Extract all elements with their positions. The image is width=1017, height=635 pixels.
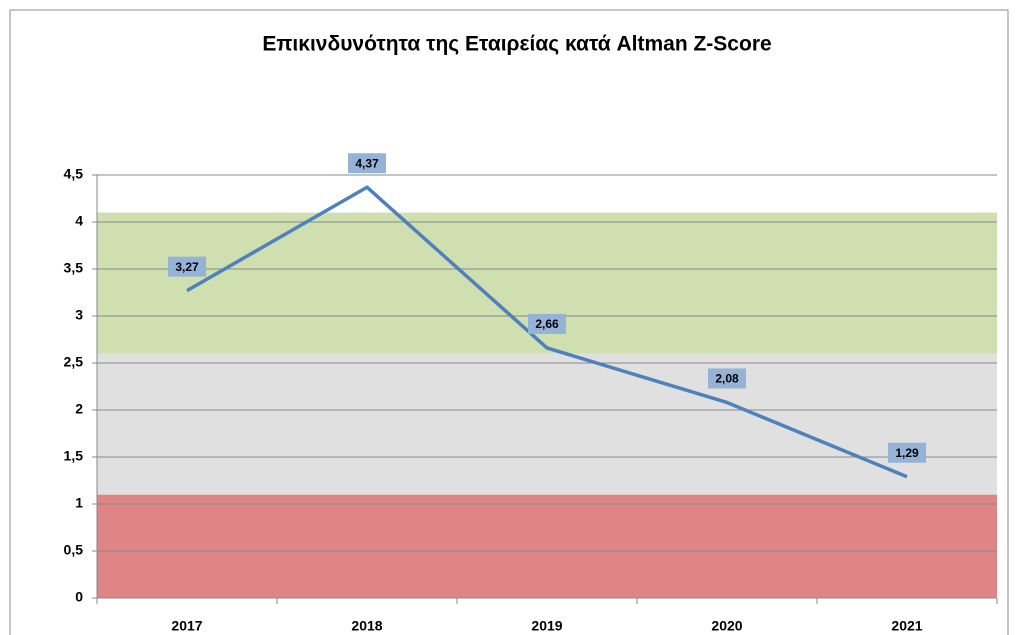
y-tick-label: 1,5 [64, 448, 84, 464]
value-label-box [708, 368, 746, 389]
x-tick-label: 2020 [711, 618, 742, 634]
y-tick-label: 0,5 [64, 542, 84, 558]
value-label: 4,37 [355, 156, 379, 170]
x-tick-label: 2017 [171, 618, 202, 634]
value-label: 1,29 [895, 446, 919, 460]
y-tick-label: 4 [75, 213, 83, 229]
y-tick-label: 3,5 [64, 260, 84, 276]
x-tick-label: 2018 [351, 618, 382, 634]
value-label: 3,27 [175, 260, 199, 274]
x-tick-label: 2019 [531, 618, 562, 634]
value-label-box [348, 153, 386, 174]
y-tick-label: 4,5 [64, 166, 84, 182]
value-label-box [528, 313, 566, 334]
y-tick-label: 1 [75, 495, 83, 511]
x-tick-label: 2021 [891, 618, 922, 634]
value-label-box [168, 256, 206, 277]
chart-title: Επικινδυνότητα της Εταιρείας κατά Altman… [262, 33, 771, 56]
band [97, 353, 997, 495]
band [97, 494, 997, 598]
value-label: 2,08 [715, 372, 739, 386]
y-tick-label: 0 [75, 589, 83, 605]
y-tick-label: 3 [75, 307, 83, 323]
line [186, 185, 908, 479]
value-label-box [888, 442, 926, 463]
y-tick-label: 2,5 [64, 354, 84, 370]
value-label: 2,66 [535, 317, 559, 331]
y-tick-label: 2 [75, 401, 83, 417]
